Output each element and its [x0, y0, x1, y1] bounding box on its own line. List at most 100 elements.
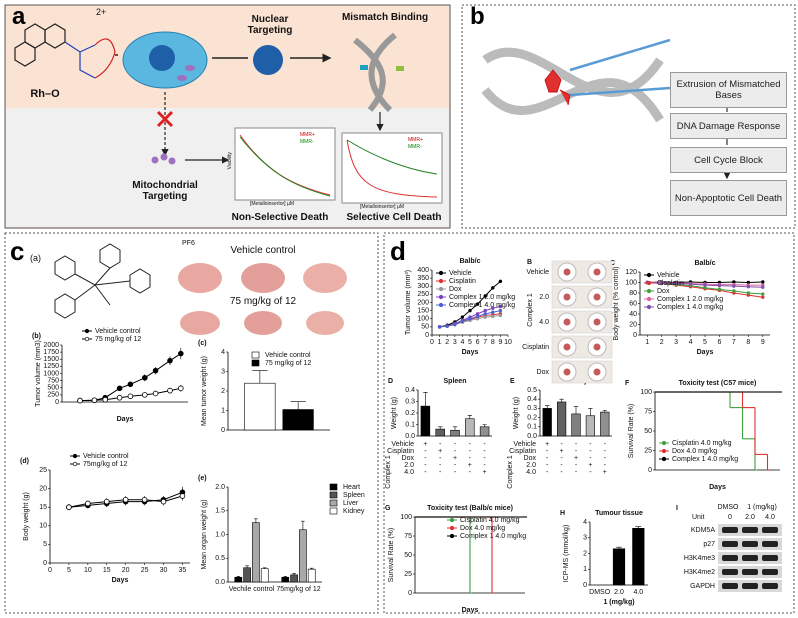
row-label: Vehicle: [391, 441, 414, 448]
legend-marker: [646, 288, 652, 294]
matrix-cell: -: [424, 455, 427, 462]
y-tick-label: 0: [55, 399, 59, 406]
point: [116, 394, 123, 401]
axis: [49, 470, 190, 564]
matrix-cell: -: [575, 448, 578, 455]
row-label: Cisplatin: [509, 448, 536, 455]
panel-d-frame: [383, 232, 795, 614]
band: [722, 527, 738, 533]
matrix-cell: -: [424, 448, 427, 455]
x-tick-label: 4: [689, 339, 693, 346]
blot-header: Unit: [692, 514, 705, 521]
chart-label: B: [527, 259, 532, 266]
y-tick-label: 1000: [43, 370, 59, 377]
y-tick-label: 350: [417, 275, 429, 282]
legend-entry: MMR+: [300, 132, 315, 138]
x-tick-label: 5: [703, 339, 707, 346]
error-bar: [573, 406, 579, 414]
matrix-cell: -: [604, 455, 607, 462]
bar: [571, 413, 581, 437]
panel-c-frame: [4, 232, 379, 614]
legend-marker: [84, 336, 90, 342]
charge: 2+: [96, 7, 107, 17]
legend-swatch: [329, 491, 338, 499]
bar: [299, 529, 307, 583]
y-tick-label: 750: [47, 377, 59, 384]
y-tick-label: 2000: [43, 342, 59, 349]
chart-label: F: [625, 380, 630, 387]
legend-marker: [449, 525, 455, 531]
axis-label: [Metalloinsertor] µM: [250, 201, 295, 207]
bar: [244, 382, 276, 431]
y-tick-label: 50: [404, 552, 412, 559]
legend-marker: [438, 294, 444, 300]
y-tick-label: 20: [629, 321, 637, 328]
point: [178, 350, 184, 357]
x-tick-label: 2.0: [614, 589, 624, 596]
x-axis-label: Days: [462, 607, 479, 614]
matrix-cell: -: [454, 448, 457, 455]
legend-marker: [72, 453, 78, 459]
dna: [353, 32, 397, 113]
step-label: Mitochondrial Targeting: [132, 180, 198, 202]
point: [127, 381, 134, 388]
protein-label: p27: [703, 541, 715, 548]
mitochondrion: [177, 75, 187, 81]
bar: [252, 522, 260, 583]
matrix-cell: -: [454, 441, 457, 448]
y-tick-label: 100: [417, 316, 429, 323]
row-group: Complex 1: [507, 455, 514, 489]
x-axis-label: Days: [709, 484, 726, 491]
mini-curve: [346, 139, 438, 175]
y-axis-label: Mean tumor weight (g): [201, 356, 208, 426]
photo-row-label: 4.0: [539, 319, 549, 326]
error-bar: [452, 426, 458, 431]
point: [491, 310, 495, 314]
legend-entry: Cisplatin 4.0 mg/kg: [672, 440, 732, 447]
point: [498, 304, 503, 309]
counterion: PF6: [182, 240, 195, 247]
point: [761, 292, 765, 296]
matrix-cell: -: [454, 469, 457, 476]
band: [762, 569, 778, 575]
bar: [465, 418, 475, 437]
y-tick-label: 25: [644, 447, 652, 454]
pointer: [569, 38, 671, 97]
y-tick-label: 0.3: [527, 405, 537, 412]
x-tick-label: 7: [732, 339, 736, 346]
band: [722, 541, 738, 547]
bar: [585, 415, 596, 437]
protein-label: H3K4me2: [684, 569, 715, 576]
legend-entry: Liver: [343, 500, 359, 507]
legend-entry: Dox: [657, 288, 670, 295]
row-label: Vehicle: [513, 441, 536, 448]
point: [468, 317, 472, 321]
bar: [420, 405, 431, 437]
x-tick-label: 0: [430, 339, 434, 346]
error-bar: [301, 520, 305, 530]
y-tick-label: 10: [39, 523, 47, 530]
chart-title: Tumour tissue: [595, 510, 643, 517]
band: [762, 555, 778, 561]
matrix-cell: +: [603, 469, 607, 476]
protein-label: H3K4me3: [684, 555, 715, 562]
matrix-cell: -: [604, 441, 607, 448]
y-tick-label: 2: [221, 388, 225, 395]
photo-label: Vehicle control: [230, 245, 296, 256]
y-tick-label: 20: [39, 485, 47, 492]
error-bar: [236, 576, 241, 578]
y-tick-label: 0.5: [527, 387, 537, 394]
y-tick-label: 2: [583, 550, 587, 557]
y-tick-label: 250: [417, 291, 429, 298]
tumor-photos: [178, 263, 347, 335]
process-box: Cell Cycle Block: [670, 147, 787, 173]
matrix-cell: +: [468, 462, 472, 469]
error-bar: [283, 576, 288, 578]
y-tick-label: 1: [221, 407, 225, 414]
x-tick-label: 4: [460, 339, 464, 346]
error-bar: [482, 424, 487, 427]
row-label: 2.0: [526, 462, 536, 469]
y-tick-label: 100: [640, 389, 652, 396]
y-tick-label: 60: [629, 300, 637, 307]
legend-marker: [661, 440, 667, 446]
